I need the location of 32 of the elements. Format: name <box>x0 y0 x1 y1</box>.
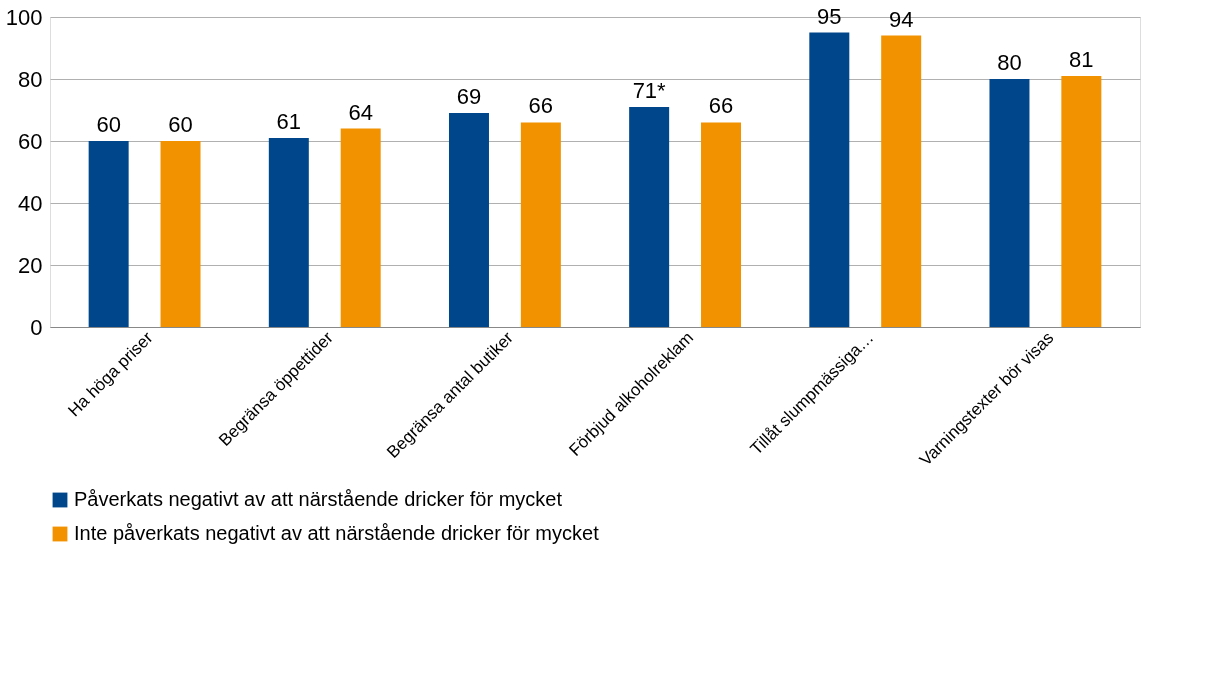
y-tick-label: 100 <box>5 4 43 30</box>
data-label: 66 <box>528 93 554 119</box>
data-label: 60 <box>168 112 193 137</box>
data-label: 71* <box>632 77 667 103</box>
legend-label: Påverkats negativt av att närstående dricker för mycket <box>74 488 563 510</box>
legend-label: Inte påverkats negativt av att närstående dricker för mycket <box>74 522 600 544</box>
y-tick-label: 80 <box>18 66 43 92</box>
data-label: 81 <box>1069 46 1094 72</box>
bar <box>160 141 201 327</box>
bar <box>340 128 381 327</box>
y-tick-label: 60 <box>18 128 43 154</box>
data-label: 80 <box>997 50 1022 75</box>
bar <box>268 137 309 327</box>
y-tick-label: 0 <box>30 314 43 340</box>
bar <box>88 141 129 327</box>
bar <box>448 113 489 327</box>
y-tick-label: 40 <box>18 190 43 216</box>
data-label: 60 <box>96 112 121 137</box>
bar <box>520 122 561 327</box>
data-label: 69 <box>456 84 482 110</box>
data-label: 61 <box>276 108 302 134</box>
bar <box>881 35 922 327</box>
bar <box>701 122 742 327</box>
data-label: 94 <box>888 6 914 32</box>
data-label: 66 <box>708 93 734 119</box>
bar <box>989 79 1030 327</box>
bar <box>629 106 670 327</box>
bar <box>809 32 850 327</box>
data-label: 64 <box>348 99 373 125</box>
data-label: 95 <box>817 3 842 29</box>
bar <box>1061 75 1102 327</box>
y-tick-label: 20 <box>18 252 43 278</box>
